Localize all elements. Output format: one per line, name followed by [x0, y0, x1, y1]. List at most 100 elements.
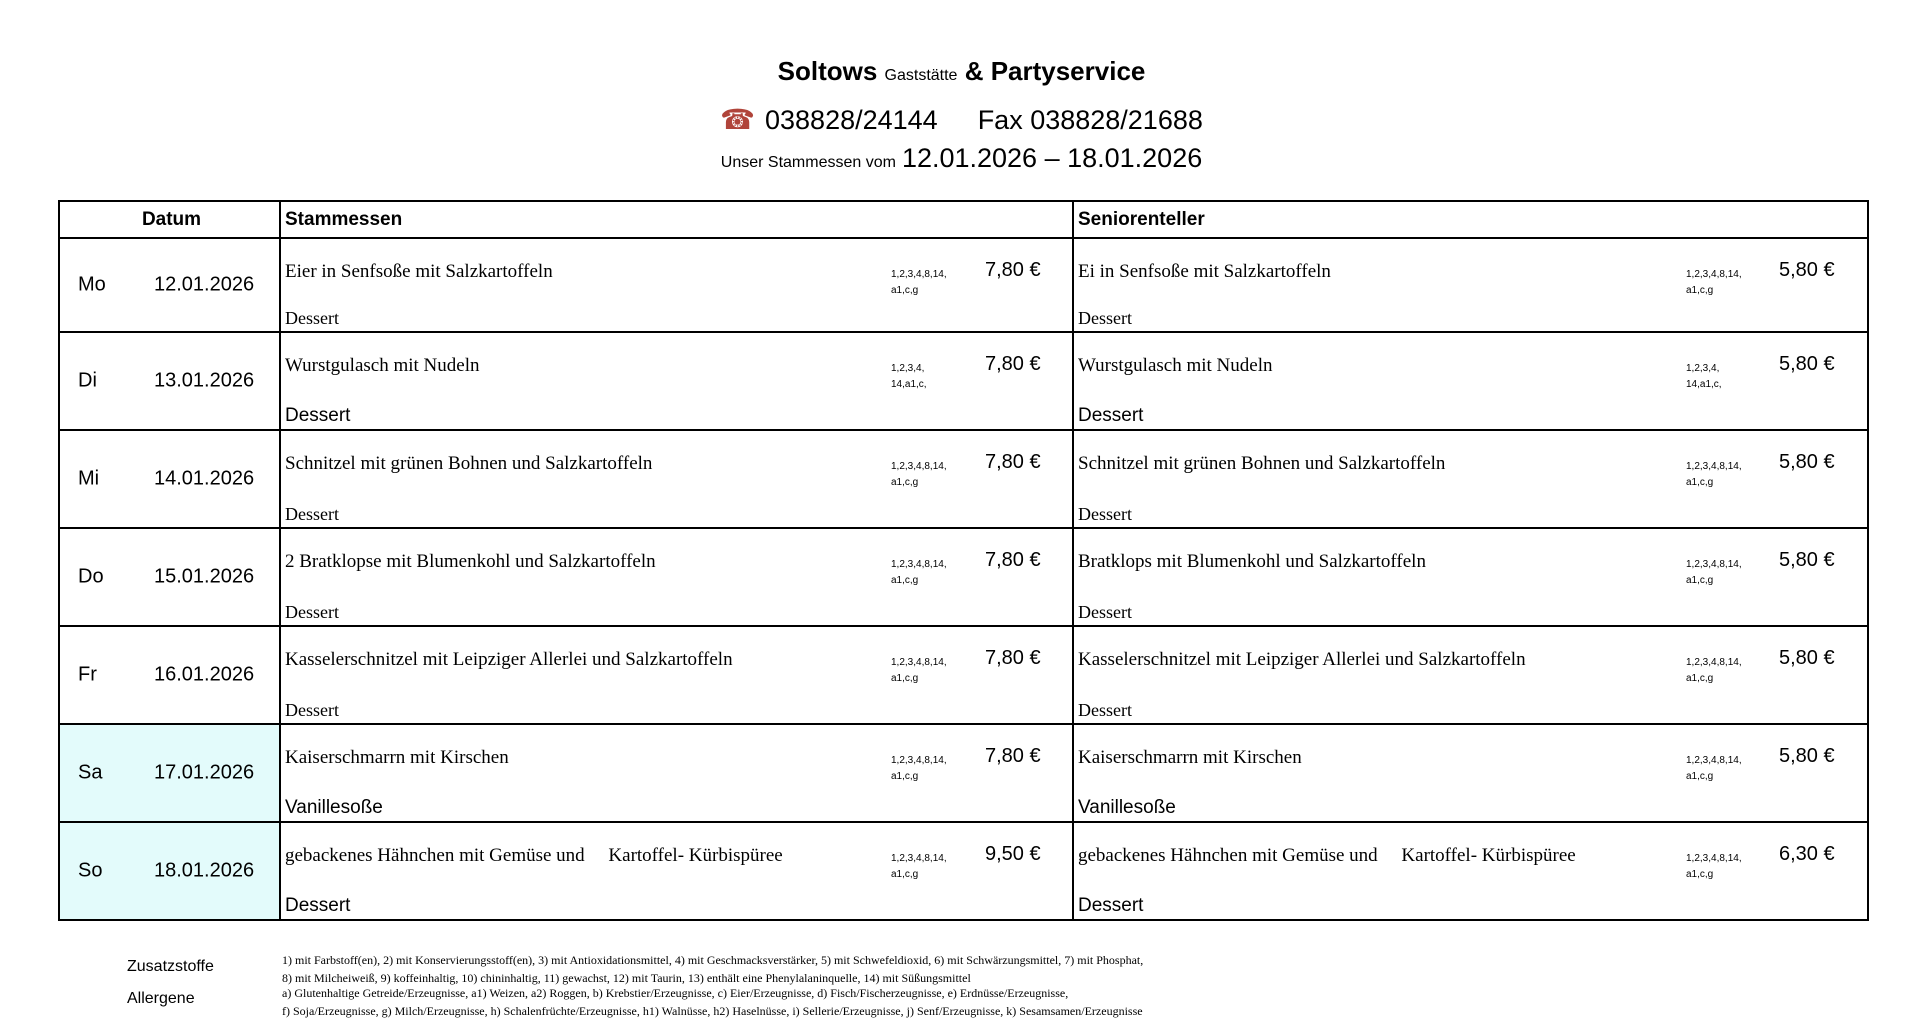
- dessert: Dessert: [285, 405, 351, 426]
- menu-row: So 18.01.2026 gebackenes Hähnchen mit Gem…: [58, 821, 1869, 921]
- codes-line: a1,c,g: [1686, 869, 1714, 880]
- price: 5,80 €: [1779, 259, 1835, 281]
- allergen-codes: 1,2,3,4, 14,a1,c,: [1686, 361, 1722, 393]
- codes-line: a1,c,g: [1686, 477, 1714, 488]
- dish-name: Wurstgulasch mit Nudeln: [285, 355, 480, 376]
- codes-line: 1,2,3,4,8,14,: [1686, 853, 1742, 864]
- date-cell: Do 15.01.2026: [58, 527, 281, 627]
- allergens-text: a) Glutenhaltige Getreide/Erzeugnisse, a…: [282, 984, 1282, 1020]
- codes-line: 14,a1,c,: [891, 379, 927, 390]
- date: 13.01.2026: [154, 369, 255, 392]
- senior-cell: Schnitzel mit grünen Bohnen und Salzkart…: [1072, 429, 1869, 529]
- senior-cell: Kaiserschmarrn mit Kirschen 1,2,3,4,8,14…: [1072, 723, 1869, 823]
- senior-cell: gebackenes Hähnchen mit Gemüse und Karto…: [1072, 821, 1869, 921]
- contact-line: ☎ 038828/24144 Fax 038828/21688: [0, 103, 1923, 136]
- allergens-label: Allergene: [127, 990, 195, 1007]
- main-cell: Schnitzel mit grünen Bohnen und Salzkart…: [279, 429, 1074, 529]
- header-seniorenteller: Seniorenteller: [1072, 200, 1869, 239]
- dish-name: Schnitzel mit grünen Bohnen und Salzkart…: [1078, 453, 1446, 474]
- dish-name: Kasselerschnitzel mit Leipziger Allerlei…: [285, 649, 733, 670]
- allergen-codes: 1,2,3,4,8,14, a1,c,g: [1686, 851, 1742, 883]
- date-cell: So 18.01.2026: [58, 821, 281, 921]
- price: 5,80 €: [1779, 451, 1835, 473]
- dish-name: Kaiserschmarrn mit Kirschen: [1078, 747, 1302, 768]
- date-cell: Mi 14.01.2026: [58, 429, 281, 529]
- dish-name: Bratklops mit Blumenkohl und Salzkartoff…: [1078, 551, 1426, 572]
- allergen-codes: 1,2,3,4, 14,a1,c,: [891, 361, 927, 393]
- codes-line: a1,c,g: [891, 477, 919, 488]
- dish-name: Schnitzel mit grünen Bohnen und Salzkart…: [285, 453, 653, 474]
- codes-line: 1,2,3,4,8,14,: [891, 269, 947, 280]
- dessert: Dessert: [285, 700, 339, 720]
- codes-line: 1,2,3,4,8,14,: [1686, 269, 1742, 280]
- menu-row: Sa 17.01.2026 Kaiserschmarrn mit Kirschen…: [58, 723, 1869, 823]
- allergen-codes: 1,2,3,4,8,14, a1,c,g: [1686, 267, 1742, 299]
- title-name: Soltows: [777, 56, 878, 86]
- price: 7,80 €: [985, 745, 1041, 767]
- date: 16.01.2026: [154, 663, 255, 686]
- dessert: Dessert: [285, 504, 339, 524]
- price: 7,80 €: [985, 259, 1041, 281]
- price: 7,80 €: [985, 353, 1041, 375]
- price: 7,80 €: [985, 647, 1041, 669]
- header-datum: Datum: [58, 200, 281, 239]
- main-cell: 2 Bratklopse mit Blumenkohl und Salzkart…: [279, 527, 1074, 627]
- allergen-codes: 1,2,3,4,8,14, a1,c,g: [1686, 655, 1742, 687]
- codes-line: 1,2,3,4,8,14,: [891, 755, 947, 766]
- senior-cell: Wurstgulasch mit Nudeln 1,2,3,4, 14,a1,c,…: [1072, 331, 1869, 431]
- price: 7,80 €: [985, 451, 1041, 473]
- date: 18.01.2026: [154, 859, 255, 882]
- date: 15.01.2026: [154, 565, 255, 588]
- dish-name: 2 Bratklopse mit Blumenkohl und Salzkart…: [285, 551, 656, 572]
- week-line: Unser Stammessen vom 12.01.2026 – 18.01.2…: [0, 143, 1923, 174]
- price: 7,80 €: [985, 549, 1041, 571]
- dessert: Dessert: [1078, 308, 1132, 328]
- price: 5,80 €: [1779, 353, 1835, 375]
- codes-line: 1,2,3,4,8,14,: [891, 461, 947, 472]
- additives-line: 1) mit Farbstoff(en), 2) mit Konservieru…: [282, 953, 1144, 967]
- allergen-codes: 1,2,3,4,8,14, a1,c,g: [1686, 459, 1742, 491]
- date-cell: Mo 12.01.2026: [58, 237, 281, 333]
- codes-line: a1,c,g: [1686, 285, 1714, 296]
- price: 5,80 €: [1779, 745, 1835, 767]
- dessert: Dessert: [1078, 700, 1132, 720]
- senior-cell: Bratklops mit Blumenkohl und Salzkartoff…: [1072, 527, 1869, 627]
- dish-name: Kasselerschnitzel mit Leipziger Allerlei…: [1078, 649, 1526, 670]
- menu-row: Mi 14.01.2026 Schnitzel mit grünen Bohnen…: [58, 429, 1869, 529]
- codes-line: a1,c,g: [891, 869, 919, 880]
- codes-line: 1,2,3,4,8,14,: [1686, 657, 1742, 668]
- date: 17.01.2026: [154, 761, 255, 784]
- weekday: Fr: [78, 663, 97, 686]
- weekday: Di: [78, 369, 97, 392]
- weekday: Mo: [78, 273, 106, 296]
- restaurant-title: Soltows Gaststätte & Partyservice: [0, 56, 1923, 87]
- dish-name: Wurstgulasch mit Nudeln: [1078, 355, 1273, 376]
- weekday: Sa: [78, 761, 103, 784]
- dish-name: Kaiserschmarrn mit Kirschen: [285, 747, 509, 768]
- menu-row: Fr 16.01.2026 Kasselerschnitzel mit Leipz…: [58, 625, 1869, 725]
- senior-cell: Kasselerschnitzel mit Leipziger Allerlei…: [1072, 625, 1869, 725]
- date-cell: Sa 17.01.2026: [58, 723, 281, 823]
- title-small: Gaststätte: [884, 67, 958, 84]
- codes-line: a1,c,g: [891, 575, 919, 586]
- menu-table: Datum Stammessen Seniorenteller Mo 12.01.…: [58, 200, 1869, 921]
- dessert: Dessert: [285, 602, 339, 622]
- codes-line: a1,c,g: [1686, 575, 1714, 586]
- allergen-codes: 1,2,3,4,8,14, a1,c,g: [1686, 557, 1742, 589]
- codes-line: a1,c,g: [891, 285, 919, 296]
- weekday: Do: [78, 565, 104, 588]
- codes-line: 1,2,3,4,8,14,: [1686, 755, 1742, 766]
- phone-number: 038828/24144: [765, 105, 938, 135]
- allergens-line: a) Glutenhaltige Getreide/Erzeugnisse, a…: [282, 986, 1069, 1000]
- main-cell: gebackenes Hähnchen mit Gemüse und Karto…: [279, 821, 1074, 921]
- price: 5,80 €: [1779, 549, 1835, 571]
- codes-line: a1,c,g: [1686, 673, 1714, 684]
- date-cell: Fr 16.01.2026: [58, 625, 281, 725]
- weekday: So: [78, 859, 103, 882]
- codes-line: a1,c,g: [891, 673, 919, 684]
- menu-row: Do 15.01.2026 2 Bratklopse mit Blumenkohl…: [58, 527, 1869, 627]
- price: 6,30 €: [1779, 843, 1835, 865]
- week-label: Unser Stammessen vom: [720, 154, 896, 171]
- senior-cell: Ei in Senfsoße mit Salzkartoffeln 1,2,3,…: [1072, 237, 1869, 333]
- dish-name: gebackenes Hähnchen mit Gemüse und Karto…: [1078, 845, 1576, 866]
